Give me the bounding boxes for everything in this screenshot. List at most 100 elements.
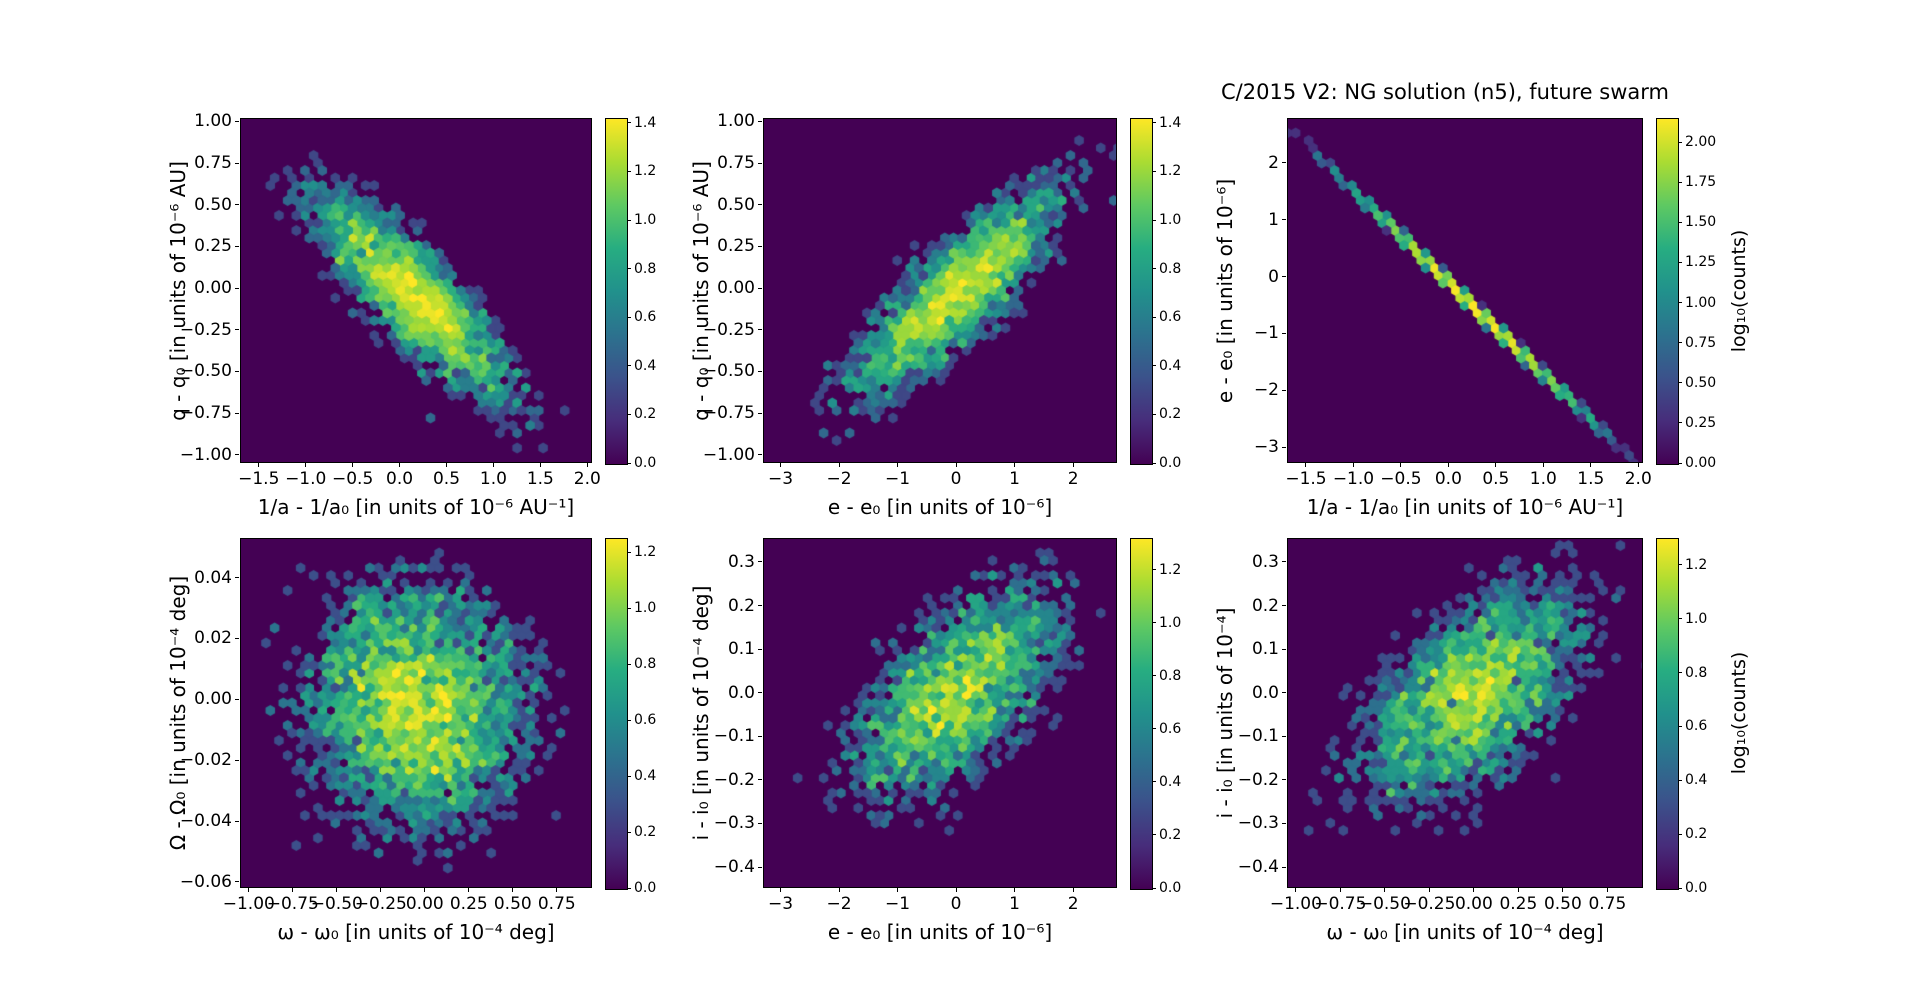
colorbar-tick-mark <box>1678 342 1682 344</box>
x-tick-label: −0.75 <box>1314 894 1367 914</box>
x-tick-label: 0.25 <box>449 894 488 914</box>
colorbar-tick-label: 0.00 <box>1685 455 1717 471</box>
y-tick-mark <box>235 698 239 700</box>
x-tick-label: −0.75 <box>266 894 319 914</box>
y-tick-label: −0.3 <box>1237 813 1279 834</box>
colorbar-tick-label: 0.8 <box>634 656 657 672</box>
colorbar-tick-label: 0.6 <box>1159 309 1182 326</box>
y-tick-mark <box>1282 446 1286 448</box>
y-tick-mark <box>758 370 762 372</box>
y-tick-label: 0.50 <box>717 194 755 215</box>
y-tick-mark <box>758 287 762 289</box>
colorbar <box>1656 118 1679 465</box>
colorbar-tick-mark <box>1678 725 1682 727</box>
x-tick-label: −1.5 <box>238 469 280 489</box>
colorbar-tick-mark <box>627 887 631 889</box>
x-axis-label: ω - ω₀ [in units of 10⁻⁴ deg] <box>1326 920 1604 944</box>
colorbar-tick-mark <box>1678 779 1682 781</box>
y-tick-label: 0.0 <box>727 682 755 703</box>
colorbar-tick-mark <box>1152 365 1156 367</box>
x-tick-label: −0.25 <box>1403 894 1456 914</box>
y-tick-mark <box>758 605 762 607</box>
colorbar-tick-label: 1.2 <box>1159 163 1182 180</box>
x-tick-mark <box>1072 888 1074 892</box>
colorbar-tick-label: 0.8 <box>1159 667 1182 684</box>
colorbar-tick-mark <box>627 316 631 318</box>
y-tick-label: 0.00 <box>194 278 232 298</box>
colorbar-tick-mark <box>1152 170 1156 172</box>
y-tick-mark <box>1282 219 1286 221</box>
x-tick-label: 1 <box>1009 469 1021 489</box>
colorbar-tick-mark <box>1152 622 1156 624</box>
y-tick-mark <box>1282 692 1286 694</box>
y-tick-label: −0.25 <box>702 319 755 340</box>
x-tick-mark <box>897 463 899 467</box>
y-tick-mark <box>758 412 762 414</box>
colorbar-tick-mark <box>1678 887 1682 889</box>
y-tick-label: −0.2 <box>1237 769 1279 790</box>
x-axis-label: 1/a - 1/a₀ [in units of 10⁻⁶ AU⁻¹] <box>1306 495 1624 519</box>
colorbar-tick-label: 0.4 <box>634 357 657 374</box>
x-tick-mark <box>1517 888 1519 892</box>
colorbar-tick-label: 0.4 <box>634 768 657 784</box>
y-tick-label: 0.25 <box>194 236 232 257</box>
x-tick-label: −0.50 <box>310 894 363 914</box>
y-tick-label: −0.50 <box>179 361 232 382</box>
y-tick-label: 0.04 <box>194 567 232 588</box>
x-tick-label: −1.00 <box>1269 894 1322 914</box>
colorbar-tick-mark <box>1152 122 1156 124</box>
x-tick-label: −0.50 <box>1358 894 1411 914</box>
x-tick-mark <box>838 463 840 467</box>
y-tick-mark <box>235 577 239 579</box>
y-tick-label: −2 <box>1253 380 1279 401</box>
x-tick-mark <box>1352 463 1354 467</box>
y-tick-label: −0.1 <box>1237 726 1279 747</box>
x-tick-mark <box>1014 463 1016 467</box>
y-tick-mark <box>758 692 762 694</box>
x-tick-mark <box>380 888 382 892</box>
colorbar-tick-label: 0.2 <box>1159 826 1182 843</box>
colorbar-tick-mark <box>627 551 631 553</box>
x-tick-mark <box>1473 888 1475 892</box>
x-tick-label: −2 <box>826 894 852 914</box>
x-tick-label: 0.75 <box>1588 894 1627 914</box>
colorbar-tick-label: 0.75 <box>1685 334 1717 351</box>
colorbar-tick-mark <box>1152 728 1156 730</box>
x-tick-label: −1.0 <box>1332 469 1375 489</box>
x-tick-mark <box>897 888 899 892</box>
y-tick-label: −1.00 <box>702 444 755 465</box>
y-tick-mark <box>758 648 762 650</box>
y-tick-mark <box>1282 162 1286 164</box>
x-tick-mark <box>1542 463 1544 467</box>
colorbar-tick-label: 0.2 <box>1685 826 1708 843</box>
colorbar-tick-label: 1.2 <box>1159 561 1182 578</box>
colorbar-tick-label: 1.0 <box>1159 614 1182 631</box>
x-tick-label: −3 <box>768 469 794 489</box>
y-axis-label: q - q₀ [in units of 10⁻⁶ AU] <box>689 160 713 421</box>
x-tick-mark <box>586 463 588 467</box>
y-tick-label: 0.3 <box>1251 551 1279 572</box>
colorbar-tick-label: 1.00 <box>1685 294 1717 311</box>
colorbar-tick-mark <box>1152 268 1156 270</box>
colorbar-tick-mark <box>1678 302 1682 304</box>
y-tick-label: 0.0 <box>1251 682 1279 703</box>
x-axis-label: ω - ω₀ [in units of 10⁻⁴ deg] <box>277 920 555 944</box>
colorbar-tick-mark <box>627 365 631 367</box>
y-tick-label: −0.3 <box>713 813 755 834</box>
x-tick-label: 1.5 <box>1577 469 1605 489</box>
y-tick-mark <box>1282 866 1286 868</box>
y-tick-mark <box>235 454 239 456</box>
y-tick-mark <box>758 245 762 247</box>
x-tick-mark <box>1072 463 1074 467</box>
x-tick-label: −2 <box>826 469 852 489</box>
x-tick-mark <box>1295 888 1297 892</box>
y-tick-mark <box>235 245 239 247</box>
x-tick-label: 2.0 <box>1624 469 1652 489</box>
y-tick-mark <box>758 454 762 456</box>
colorbar-tick-mark <box>627 719 631 721</box>
x-tick-mark <box>512 888 514 892</box>
y-tick-mark <box>758 822 762 824</box>
y-tick-label: 0 <box>1268 266 1279 287</box>
colorbar-tick-label: 0.6 <box>1685 718 1708 735</box>
